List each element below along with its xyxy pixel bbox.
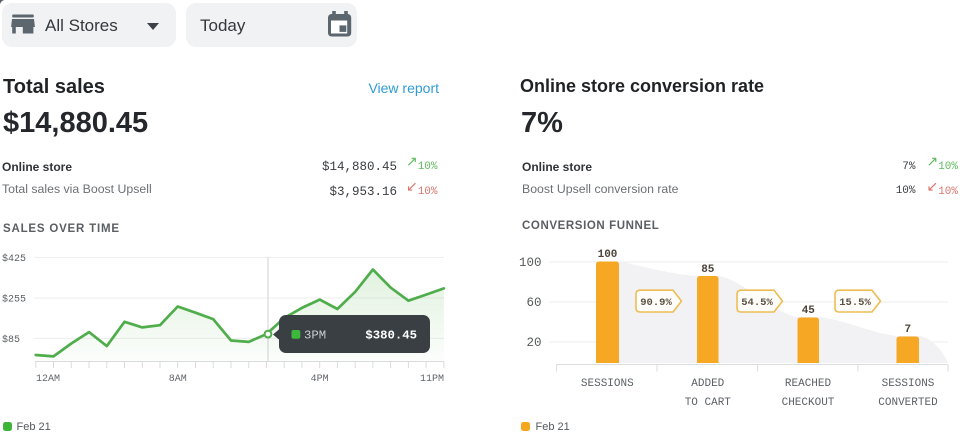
svg-text:12AM: 12AM: [36, 374, 60, 385]
svg-text:$380.45: $380.45: [365, 329, 417, 343]
svg-text:$255: $255: [2, 294, 26, 306]
svg-text:SESSIONS: SESSIONS: [581, 378, 634, 390]
svg-text:11PM: 11PM: [420, 374, 444, 385]
svg-text:$425: $425: [2, 253, 26, 265]
svg-text:100: 100: [598, 249, 618, 261]
svg-text:4PM: 4PM: [311, 374, 329, 385]
svg-text:15.5%: 15.5%: [839, 297, 871, 309]
svg-text:REACHED: REACHED: [785, 378, 832, 390]
svg-text:100: 100: [519, 256, 542, 270]
svg-text:$85: $85: [2, 334, 20, 346]
svg-text:3PM: 3PM: [304, 329, 326, 343]
svg-text:ADDED: ADDED: [691, 378, 724, 390]
svg-text:SESSIONS: SESSIONS: [882, 378, 935, 390]
svg-text:90.9%: 90.9%: [640, 297, 672, 309]
svg-text:45: 45: [802, 305, 816, 317]
svg-text:8AM: 8AM: [169, 374, 187, 385]
svg-text:TO CART: TO CART: [685, 397, 732, 409]
svg-text:54.5%: 54.5%: [741, 297, 773, 309]
svg-text:7: 7: [904, 324, 911, 336]
svg-text:20: 20: [526, 336, 541, 350]
svg-text:60: 60: [526, 296, 541, 310]
svg-text:CHECKOUT: CHECKOUT: [782, 397, 835, 409]
svg-text:CONVERTED: CONVERTED: [878, 397, 938, 409]
svg-text:85: 85: [701, 264, 715, 276]
